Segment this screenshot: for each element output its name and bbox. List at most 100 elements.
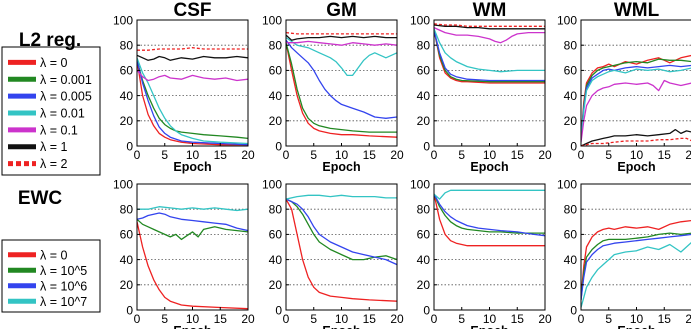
ytick-label: 40 — [417, 89, 431, 103]
ytick-label: 40 — [120, 253, 134, 267]
legend-0: λ = 0 λ = 0.001 λ = 0.005 λ = 0.01 λ = 0.1 λ … — [1, 46, 101, 176]
series-line-1 — [581, 232, 691, 300]
series-line-1 — [137, 218, 248, 241]
ytick-label: 60 — [269, 228, 283, 242]
ytick-label: 100 — [410, 13, 430, 27]
axes-frame — [433, 183, 546, 311]
legend-label: λ = 0.1 — [40, 123, 78, 137]
xtick-label: 10 — [186, 312, 200, 326]
xtick-label: 0 — [283, 312, 290, 326]
series-group — [434, 189, 545, 247]
xtick-label: 20 — [390, 312, 404, 326]
ytick-label: 20 — [417, 114, 431, 128]
ytick-label: 0 — [423, 139, 430, 153]
series-group — [137, 47, 248, 146]
ytick-label: 40 — [417, 253, 431, 267]
ytick-label: 40 — [269, 89, 283, 103]
series-line-0 — [137, 221, 248, 310]
ytick-label: 80 — [564, 203, 578, 217]
ytick-label: 60 — [120, 228, 134, 242]
xtick-label: 5 — [310, 148, 317, 162]
series-line-3 — [286, 194, 397, 200]
series-group — [581, 54, 691, 146]
panel-5: 0 20 40 60 80 100 0 5 10 15 20 Epoch — [262, 177, 404, 329]
xtick-label: 10 — [630, 312, 644, 326]
ytick-label: 0 — [275, 139, 282, 153]
ytick-label: 20 — [564, 278, 578, 292]
ytick-label: 20 — [269, 114, 283, 128]
ytick-label: 60 — [269, 64, 283, 78]
xtick-label: 10 — [630, 148, 644, 162]
xtick-label: 20 — [685, 312, 691, 326]
series-line-0 — [581, 54, 691, 140]
series-line-1 — [434, 29, 545, 83]
xtick-label: 20 — [390, 148, 404, 162]
series-line-3 — [137, 206, 248, 212]
ytick-label: 40 — [564, 253, 578, 267]
ytick-label: 20 — [269, 278, 283, 292]
xtick-label: 20 — [685, 148, 691, 162]
ytick-label: 20 — [564, 114, 578, 128]
legend-label: λ = 0 — [40, 56, 67, 70]
ytick-label: 100 — [557, 13, 577, 27]
series-line-5 — [137, 54, 248, 61]
panel-0: 0 20 40 60 80 100 0 5 10 15 20 Epoch CSF — [113, 0, 255, 174]
series-line-6 — [434, 23, 545, 27]
series-group — [286, 31, 397, 138]
legend-label: λ = 0 — [40, 248, 67, 262]
axes-frame — [580, 19, 691, 147]
legend-layer: λ = 0 λ = 0.001 λ = 0.005 λ = 0.01 λ = 0.1 λ … — [1, 46, 101, 313]
xtick-label: 5 — [458, 312, 465, 326]
series-line-3 — [434, 189, 545, 200]
legend-label: λ = 0.005 — [40, 90, 92, 104]
panel-4: 0 20 40 60 80 100 0 5 10 15 20 Epoch — [113, 177, 255, 329]
xtick-label: 10 — [186, 148, 200, 162]
panel-6: 0 20 40 60 80 100 0 5 10 15 20 Epoch — [410, 177, 552, 329]
series-line-3 — [434, 28, 545, 73]
row-label-layer: L2 reg. EWC — [18, 30, 81, 209]
ytick-label: 100 — [262, 177, 282, 191]
ytick-label: 80 — [120, 39, 134, 53]
series-line-6 — [286, 31, 397, 35]
xtick-label: 10 — [335, 312, 349, 326]
ytick-label: 0 — [126, 303, 133, 317]
xtick-label: 0 — [431, 148, 438, 162]
legend-label: λ = 2 — [40, 157, 67, 171]
series-line-2 — [434, 29, 545, 82]
panel-2: 0 20 40 60 80 100 0 5 10 15 20 Epoch WM — [410, 0, 552, 174]
axes-frame — [136, 183, 249, 311]
legend-label: λ = 0.01 — [40, 107, 85, 121]
xtick-label: 5 — [161, 148, 168, 162]
x-axis-label: Epoch — [173, 160, 211, 174]
series-line-0 — [434, 29, 545, 84]
ytick-label: 80 — [564, 39, 578, 53]
x-axis-label: Epoch — [470, 324, 508, 329]
x-axis-label: Epoch — [617, 324, 655, 329]
series-line-2 — [137, 212, 248, 232]
ytick-label: 80 — [269, 203, 283, 217]
series-line-2 — [434, 193, 545, 237]
ytick-label: 80 — [120, 203, 134, 217]
panel-7: 0 20 40 60 80 100 0 5 10 15 20 Epoch — [557, 177, 691, 329]
panel-1: 0 20 40 60 80 100 0 5 10 15 20 Epoch GM — [262, 0, 404, 174]
xtick-label: 15 — [658, 148, 672, 162]
ytick-label: 40 — [120, 89, 134, 103]
xtick-label: 20 — [538, 312, 552, 326]
xtick-label: 15 — [363, 148, 377, 162]
legend-label: λ = 10^6 — [40, 279, 87, 293]
series-line-2 — [286, 198, 397, 266]
row-label-1: EWC — [18, 188, 63, 209]
ytick-label: 100 — [113, 177, 133, 191]
ytick-label: 80 — [417, 39, 431, 53]
x-axis-label: Epoch — [617, 160, 655, 174]
xtick-label: 10 — [483, 312, 497, 326]
panel-3: 0 20 40 60 80 100 0 5 10 15 20 Epoch WML — [557, 0, 691, 174]
ytick-label: 0 — [570, 303, 577, 317]
x-axis-label: Epoch — [470, 160, 508, 174]
series-line-5 — [581, 128, 691, 146]
ytick-label: 0 — [126, 139, 133, 153]
xtick-label: 20 — [538, 148, 552, 162]
